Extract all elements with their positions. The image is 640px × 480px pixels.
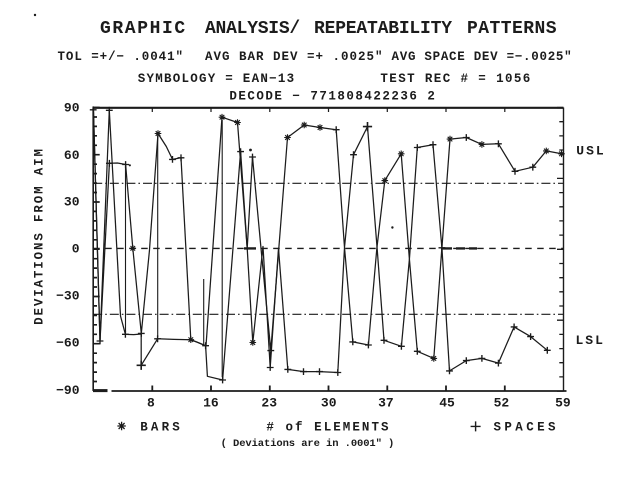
svg-text:23: 23 xyxy=(261,396,277,411)
svg-text:59: 59 xyxy=(555,396,571,411)
svg-text:AVG SPACE DEV =−.0025": AVG SPACE DEV =−.0025" xyxy=(392,50,573,64)
svg-text:TEST REC # = 1056: TEST REC # = 1056 xyxy=(380,72,531,86)
svg-text:52: 52 xyxy=(494,396,510,411)
svg-text:TOL =+/− .0041": TOL =+/− .0041" xyxy=(58,50,184,64)
svg-text:LSL: LSL xyxy=(576,333,605,348)
svg-text:0: 0 xyxy=(72,242,80,257)
svg-text:30: 30 xyxy=(321,396,337,411)
svg-text:30: 30 xyxy=(64,195,80,210)
svg-text:GRAPHIC: GRAPHIC xyxy=(100,19,187,39)
svg-text:DECODE − 771808422236 2: DECODE − 771808422236 2 xyxy=(229,90,436,104)
svg-text:45: 45 xyxy=(439,396,455,411)
svg-text:SYMBOLOGY = EAN−13: SYMBOLOGY = EAN−13 xyxy=(138,72,296,86)
svg-text:PATTERNS: PATTERNS xyxy=(467,19,557,39)
svg-text:AVG BAR DEV =+ .0025": AVG BAR DEV =+ .0025" xyxy=(205,50,384,64)
svg-text:−90: −90 xyxy=(56,383,80,398)
svg-text:−60: −60 xyxy=(56,336,80,351)
svg-text:8: 8 xyxy=(147,396,155,411)
svg-text:REPEATABILITY: REPEATABILITY xyxy=(314,19,452,39)
svg-text:37: 37 xyxy=(378,396,394,411)
svg-text:DEVIATIONS FROM AIM: DEVIATIONS FROM AIM xyxy=(33,147,47,325)
svg-text:ANALYSIS/: ANALYSIS/ xyxy=(205,19,300,39)
svg-text:60: 60 xyxy=(64,148,80,163)
svg-text:16: 16 xyxy=(203,396,219,411)
svg-text:USL: USL xyxy=(576,144,605,159)
svg-text:SPACES: SPACES xyxy=(494,421,559,435)
svg-text:# of ELEMENTS: # of ELEMENTS xyxy=(266,421,390,435)
svg-text:−30: −30 xyxy=(56,289,80,304)
svg-text:( Deviations are in .0001" ): ( Deviations are in .0001" ) xyxy=(221,438,395,450)
svg-text:BARS: BARS xyxy=(140,421,183,435)
svg-text:90: 90 xyxy=(64,101,80,116)
